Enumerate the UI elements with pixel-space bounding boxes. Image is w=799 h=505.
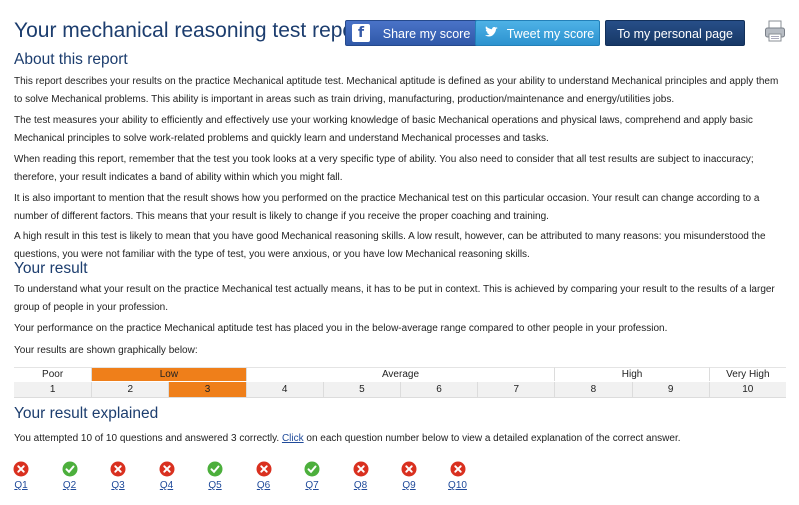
question-label: Q9 xyxy=(402,480,416,491)
score-band-poor: Poor xyxy=(14,367,92,381)
question-label: Q2 xyxy=(62,480,77,491)
personal-page-button[interactable]: To my personal page xyxy=(605,20,745,46)
result-paragraph-3: Your results are shown graphically below… xyxy=(14,345,198,356)
page-title: Your mechanical reasoning test report xyxy=(14,19,367,42)
about-paragraph-2: The test measures your ability to effici… xyxy=(14,115,753,144)
question-q5-link[interactable]: Q5 xyxy=(202,461,228,492)
personal-page-label: To my personal page xyxy=(616,27,734,41)
twitter-bird-icon xyxy=(482,24,500,42)
incorrect-x-icon xyxy=(110,461,126,477)
question-q3-link[interactable]: Q3 xyxy=(105,461,131,492)
incorrect-x-icon xyxy=(159,461,174,477)
explained-intro-text-after: on each question number below to view a … xyxy=(303,433,681,444)
share-score-button[interactable]: f Share my score xyxy=(345,20,482,46)
correct-check-icon xyxy=(62,461,77,477)
incorrect-x-icon xyxy=(353,461,368,477)
score-band-high: High xyxy=(554,367,709,381)
click-link[interactable]: Click xyxy=(281,433,304,444)
question-label: Q10 xyxy=(448,480,467,491)
score-cell-10: 10 xyxy=(708,382,786,397)
question-q10-link[interactable]: Q10 xyxy=(445,461,471,492)
result-paragraph-1: To understand what your result on the pr… xyxy=(14,284,775,313)
question-q4-link[interactable]: Q4 xyxy=(154,461,180,492)
result-scale: Poor Low Average High Very High 1 2 3 4 5 6 7 8 9 10 xyxy=(14,367,786,398)
about-paragraph-1: This report describes your results on th… xyxy=(14,76,779,105)
question-q9-link[interactable]: Q9 xyxy=(396,461,422,492)
score-cell-6: 6 xyxy=(399,382,478,397)
question-q2-link[interactable]: Q2 xyxy=(57,461,83,492)
question-label: Q6 xyxy=(256,480,271,491)
question-label: Q3 xyxy=(111,480,125,491)
question-label: Q7 xyxy=(305,480,319,491)
result-paragraph-2: Your performance on the practice Mechani… xyxy=(14,323,668,334)
score-cell-5: 5 xyxy=(322,382,400,397)
score-band-low: Low xyxy=(91,367,246,381)
share-score-label: Share my score xyxy=(382,27,471,41)
question-q8-link[interactable]: Q8 xyxy=(348,461,374,492)
incorrect-x-icon xyxy=(256,461,271,477)
score-number-row: 1 2 3 4 5 6 7 8 9 10 xyxy=(14,382,786,398)
facebook-icon: f xyxy=(352,24,370,42)
about-paragraph-4: It is also important to mention that the… xyxy=(14,193,760,222)
printer-icon[interactable] xyxy=(764,20,786,42)
score-cell-9: 9 xyxy=(631,382,709,397)
score-cell-2: 2 xyxy=(91,382,169,397)
tweet-score-button[interactable]: Tweet my score xyxy=(475,20,600,46)
question-list: Q1 Q2 Q3 Q4 Q5 Q6 Q7 Q8 Q9 Q10 xyxy=(13,461,494,493)
about-paragraph-3: When reading this report, remember that … xyxy=(14,154,754,183)
correct-check-icon xyxy=(304,461,320,477)
question-q1-link[interactable]: Q1 xyxy=(8,461,34,492)
incorrect-x-icon xyxy=(13,461,29,477)
explained-intro: You attempted 10 of 10 questions and ans… xyxy=(14,430,786,448)
correct-check-icon xyxy=(207,461,223,477)
result-heading: Your result xyxy=(14,260,88,277)
score-cell-1: 1 xyxy=(14,382,92,397)
score-band-row: Poor Low Average High Very High xyxy=(14,367,786,381)
score-cell-3: 3 xyxy=(168,382,246,397)
question-label: Q5 xyxy=(208,480,222,491)
score-cell-7: 7 xyxy=(477,382,555,397)
score-cell-4: 4 xyxy=(245,382,323,397)
incorrect-x-icon xyxy=(450,461,465,477)
explained-intro-text: You attempted 10 of 10 questions and ans… xyxy=(14,433,282,444)
score-band-very-high: Very High xyxy=(708,367,786,381)
score-band-average: Average xyxy=(245,367,555,381)
explained-heading: Your result explained xyxy=(14,405,159,422)
about-heading: About this report xyxy=(14,51,128,68)
tweet-score-label: Tweet my score xyxy=(506,27,595,41)
question-q7-link[interactable]: Q7 xyxy=(299,461,325,492)
score-cell-8: 8 xyxy=(554,382,632,397)
question-q6-link[interactable]: Q6 xyxy=(251,461,277,492)
incorrect-x-icon xyxy=(401,461,417,477)
question-label: Q1 xyxy=(14,480,28,491)
question-label: Q4 xyxy=(159,480,174,491)
question-label: Q8 xyxy=(353,480,368,491)
about-paragraph-5: A high result in this test is likely to … xyxy=(14,231,766,260)
